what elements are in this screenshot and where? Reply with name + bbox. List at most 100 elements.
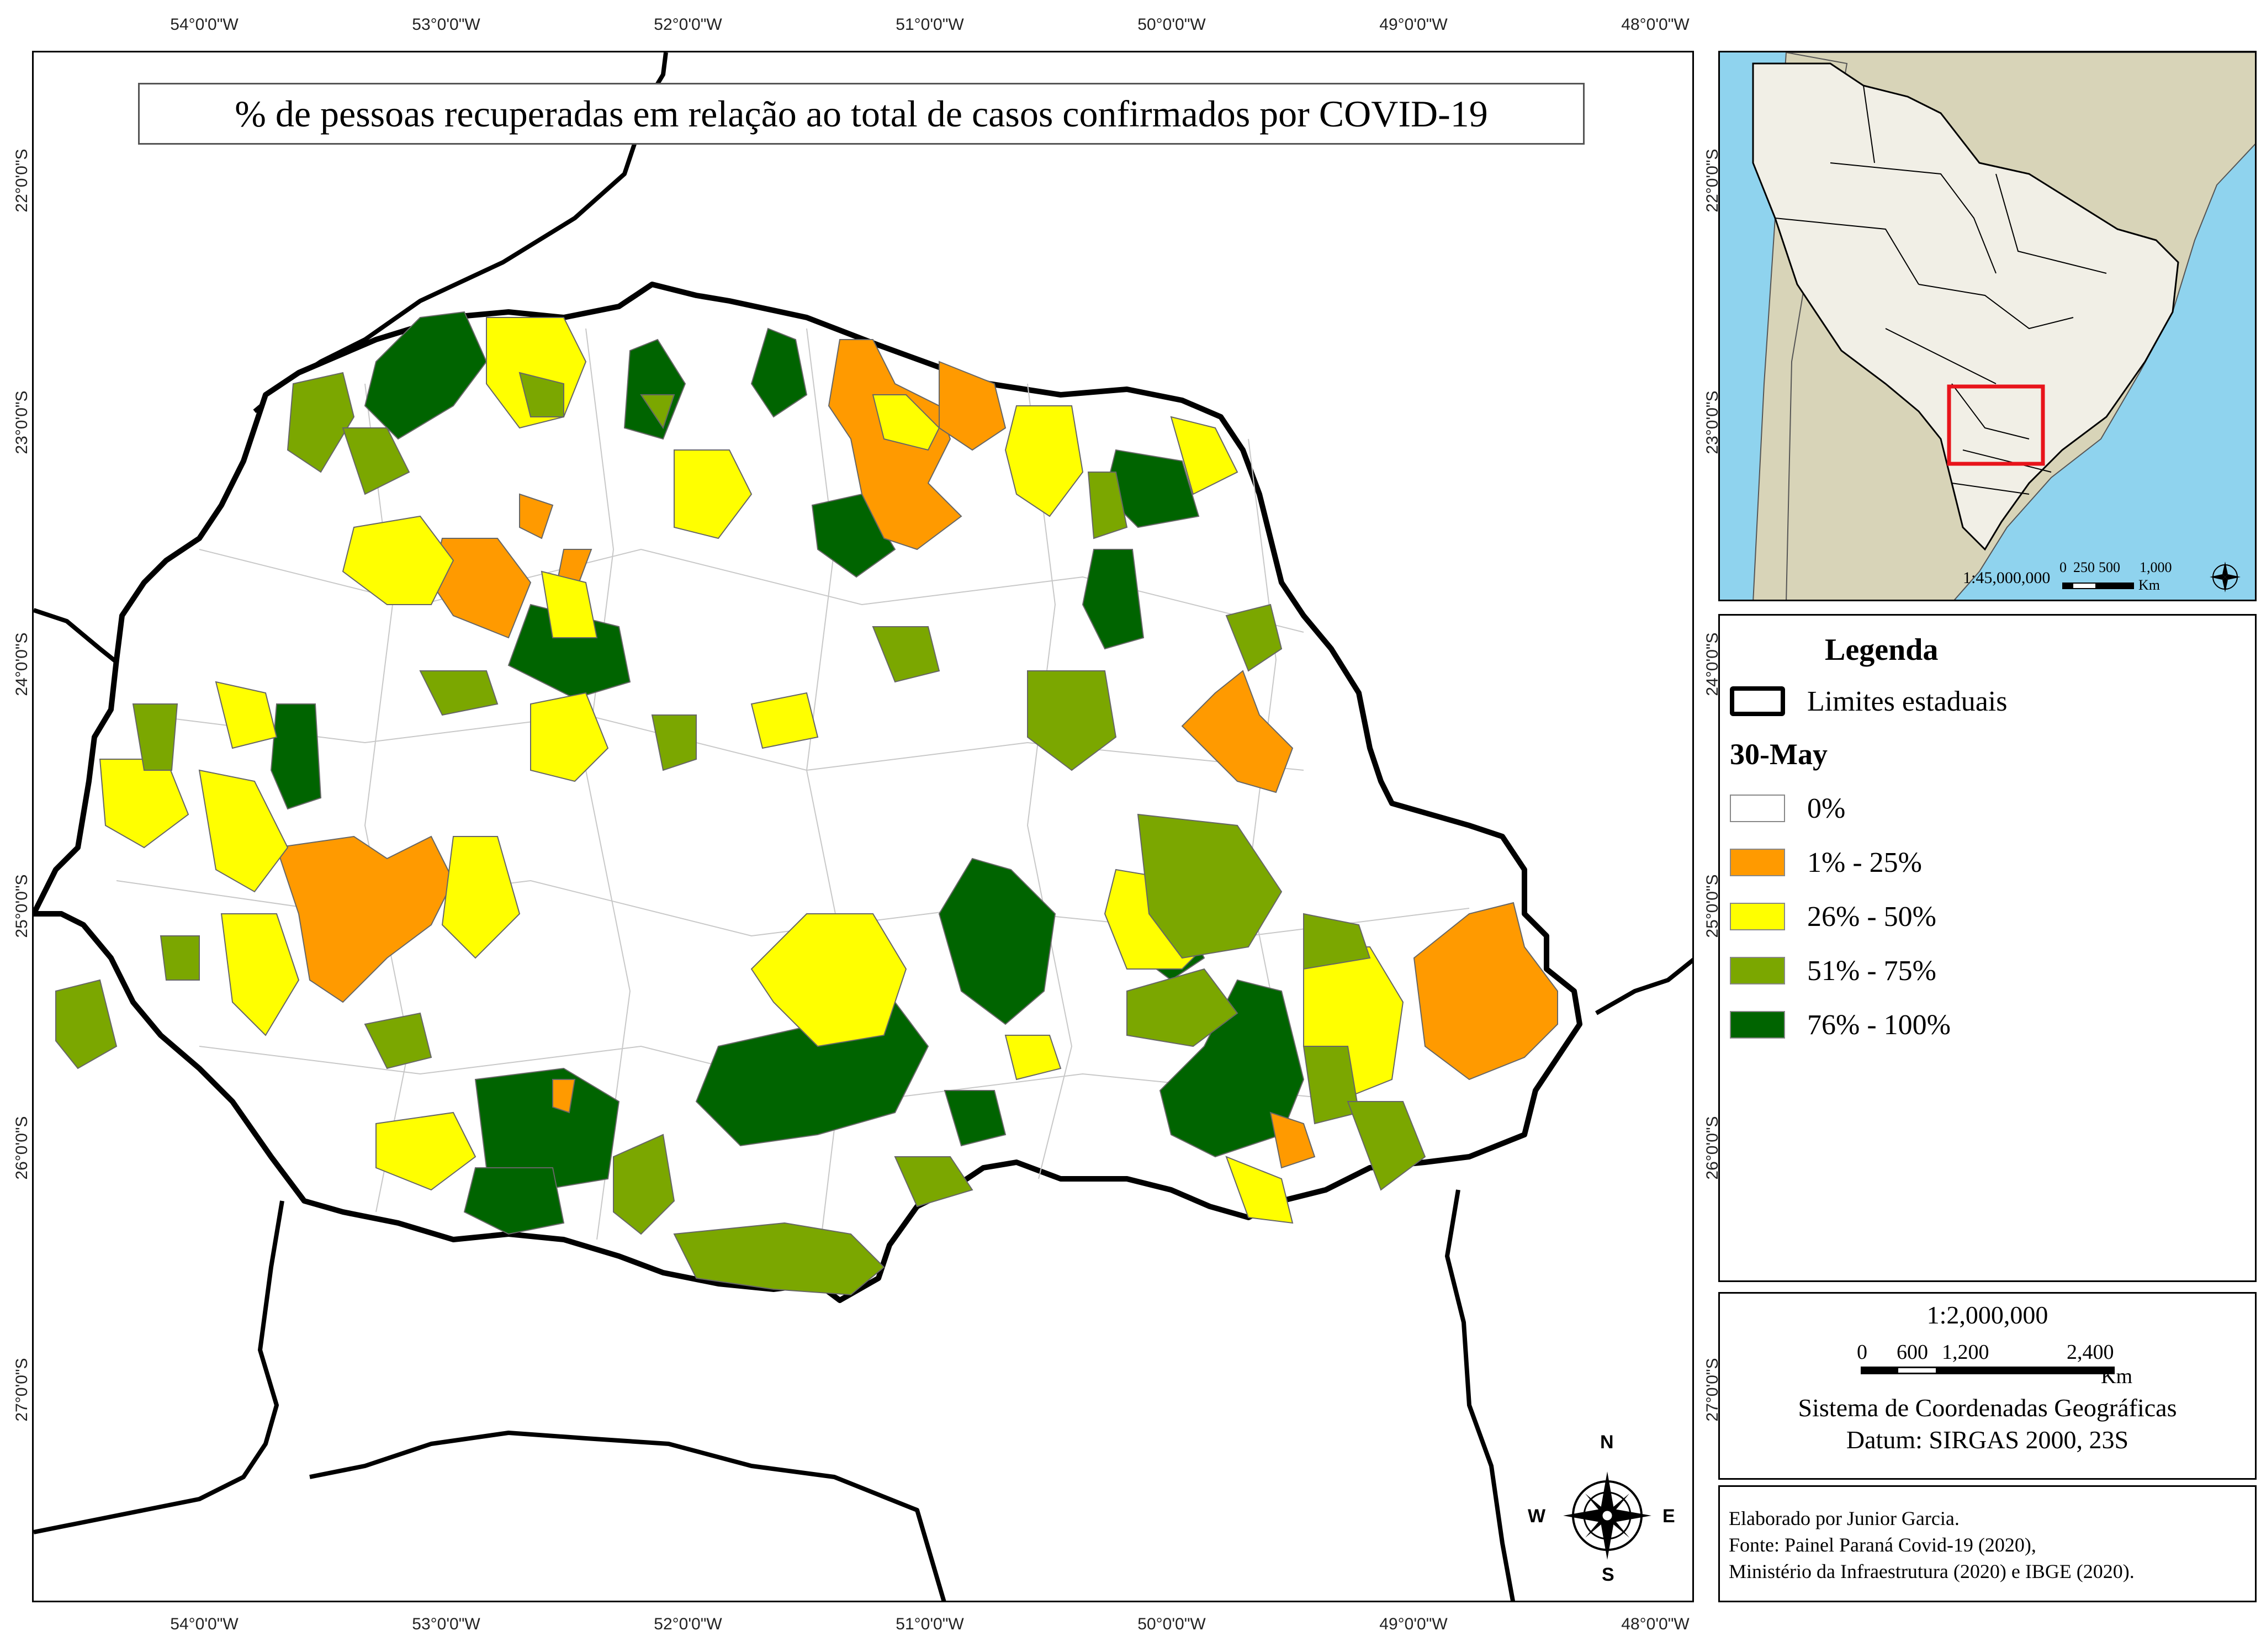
municipality-polygon bbox=[640, 394, 675, 430]
municipality-polygon bbox=[419, 670, 499, 716]
inset-scale-tick: 0 bbox=[2059, 559, 2067, 575]
inset-scale-tick: 250 bbox=[2073, 559, 2095, 575]
class-swatch bbox=[1730, 849, 1785, 876]
east-label: E bbox=[1662, 1506, 1675, 1527]
lon-tick-bottom: 54°0'0"W bbox=[170, 1615, 239, 1633]
municipality-polygon bbox=[364, 311, 488, 440]
lat-tick-left: 24°0'0"S bbox=[13, 632, 31, 696]
parana-outline bbox=[34, 282, 1582, 1303]
legend-label: Limites estaduais bbox=[1807, 685, 2008, 717]
state-boundary-sc-west bbox=[34, 1200, 284, 1534]
lon-tick-bottom: 53°0'0"W bbox=[412, 1615, 480, 1633]
lon-tick-top: 48°0'0"W bbox=[1621, 15, 1690, 34]
municipality-polygon bbox=[541, 570, 598, 638]
lon-tick-top: 51°0'0"W bbox=[896, 15, 964, 34]
municipality-polygon bbox=[872, 394, 940, 451]
municipality-polygon bbox=[1137, 813, 1283, 959]
municipality-polygon bbox=[276, 835, 454, 1003]
legend-label: 76% - 100% bbox=[1807, 1009, 1951, 1041]
municipality-polygon bbox=[1004, 1035, 1062, 1081]
municipality-polygon bbox=[750, 327, 808, 418]
class-swatch bbox=[1730, 795, 1785, 822]
municipality-polygon bbox=[1159, 979, 1305, 1158]
crs-label: Sistema de Coordenadas Geográficas bbox=[1798, 1394, 2177, 1422]
legend-label: 51% - 75% bbox=[1807, 955, 1936, 987]
municipality-polygon bbox=[1082, 549, 1145, 650]
municipality-polygon bbox=[651, 714, 697, 771]
municipality-polygon bbox=[750, 692, 819, 749]
legend-label: 26% - 50% bbox=[1807, 901, 1936, 933]
coastline-east bbox=[1595, 957, 1692, 1015]
north-label: N bbox=[1600, 1432, 1614, 1453]
municipality-polygon bbox=[750, 913, 907, 1047]
area-highlight-box bbox=[1947, 384, 2045, 466]
legend-label: 0% bbox=[1807, 792, 1846, 824]
scale-ratio: 1:2,000,000 bbox=[1926, 1301, 2048, 1329]
lon-tick-top: 53°0'0"W bbox=[412, 15, 480, 34]
municipality-polygon bbox=[519, 493, 554, 539]
municipality-polygon bbox=[507, 603, 631, 700]
state-boundary-sc-coast bbox=[1445, 1189, 1515, 1601]
municipality-polygon bbox=[215, 681, 278, 749]
main-map: N S E W bbox=[32, 51, 1694, 1602]
scale-panel: 1:2,000,000 0 600 1,200 2,400 Km Sistema… bbox=[1718, 1292, 2257, 1480]
inset-map: 1:45,000,000 0 250 500 1,000 Km bbox=[1718, 51, 2257, 601]
municipality-polygon bbox=[1027, 670, 1117, 771]
legend-row-boundary: Limites estaduais bbox=[1730, 682, 2007, 721]
municipality-polygon bbox=[198, 769, 289, 893]
class-swatch bbox=[1730, 903, 1785, 930]
scale-unit: Km bbox=[2101, 1365, 2132, 1388]
municipality-polygon bbox=[1126, 968, 1238, 1047]
lat-tick-left: 22°0'0"S bbox=[13, 149, 31, 213]
inset-compass-icon bbox=[2210, 562, 2241, 592]
parana-map-svg bbox=[34, 52, 1692, 1601]
municipality-polygon bbox=[1225, 603, 1283, 672]
inset-scale-tick: 500 bbox=[2099, 559, 2120, 575]
north-arrow bbox=[1563, 1471, 1651, 1560]
inset-scale-unit: Km bbox=[2138, 577, 2160, 593]
municipality-polygon bbox=[270, 703, 322, 810]
class-swatch bbox=[1730, 957, 1785, 984]
legend-title: Legenda bbox=[1825, 633, 1939, 667]
municipality-polygon bbox=[55, 979, 118, 1069]
lon-tick-bottom: 50°0'0"W bbox=[1137, 1615, 1206, 1633]
scale-tick: 600 bbox=[1897, 1341, 1928, 1364]
scale-bar bbox=[1861, 1367, 2115, 1374]
municipality-polygon bbox=[1303, 913, 1371, 970]
municipality-polygon bbox=[287, 372, 355, 473]
lon-tick-bottom: 48°0'0"W bbox=[1621, 1615, 1690, 1633]
legend-row-class: 76% - 100% bbox=[1730, 1005, 1951, 1044]
scale-tick: 1,200 bbox=[1942, 1341, 1989, 1364]
legend-row-class: 26% - 50% bbox=[1730, 897, 1936, 936]
municipality-polygon bbox=[1269, 1111, 1316, 1169]
brazil-area bbox=[1752, 62, 2179, 551]
inset-scale-tick: 1,000 bbox=[2140, 559, 2172, 575]
lon-tick-top: 50°0'0"W bbox=[1137, 15, 1206, 34]
inset-map-svg bbox=[1720, 52, 2255, 600]
municipality-polygon bbox=[1004, 405, 1084, 517]
scale-tick: 0 bbox=[1857, 1341, 1867, 1364]
lon-tick-bottom: 49°0'0"W bbox=[1379, 1615, 1448, 1633]
legend-label: 1% - 25% bbox=[1807, 846, 1922, 878]
legend-row-class: 1% - 25% bbox=[1730, 843, 1922, 882]
brazil-state-borders bbox=[1775, 85, 2107, 495]
municipality-polygon bbox=[1181, 670, 1294, 793]
credits-panel: Elaborado por Junior Garcia. Fonte: Pain… bbox=[1718, 1485, 2257, 1602]
municipality-polygon bbox=[463, 1167, 565, 1235]
class-swatch bbox=[1730, 1011, 1785, 1039]
municipality-polygon bbox=[1413, 902, 1558, 1081]
municipality-polygon bbox=[938, 857, 1056, 1025]
municipality-polygon bbox=[872, 626, 940, 683]
lat-tick-left: 25°0'0"S bbox=[13, 874, 31, 938]
source-credit: Fonte: Painel Paraná Covid-19 (2020), bbox=[1729, 1534, 2036, 1556]
municipality-polygon bbox=[375, 1111, 476, 1191]
municipality-polygon bbox=[342, 427, 410, 495]
municipality-polygon bbox=[828, 339, 962, 550]
lon-tick-top: 49°0'0"W bbox=[1379, 15, 1448, 34]
municipality-polygon bbox=[364, 1012, 432, 1069]
municipality-polygon bbox=[518, 372, 564, 417]
municipality-polygon bbox=[1225, 1156, 1294, 1224]
municipality-polygon bbox=[1170, 416, 1238, 495]
lon-tick-top: 54°0'0"W bbox=[170, 15, 239, 34]
legend-panel: Legenda Limites estaduais 30-May 0% 1% -… bbox=[1718, 614, 2257, 1282]
